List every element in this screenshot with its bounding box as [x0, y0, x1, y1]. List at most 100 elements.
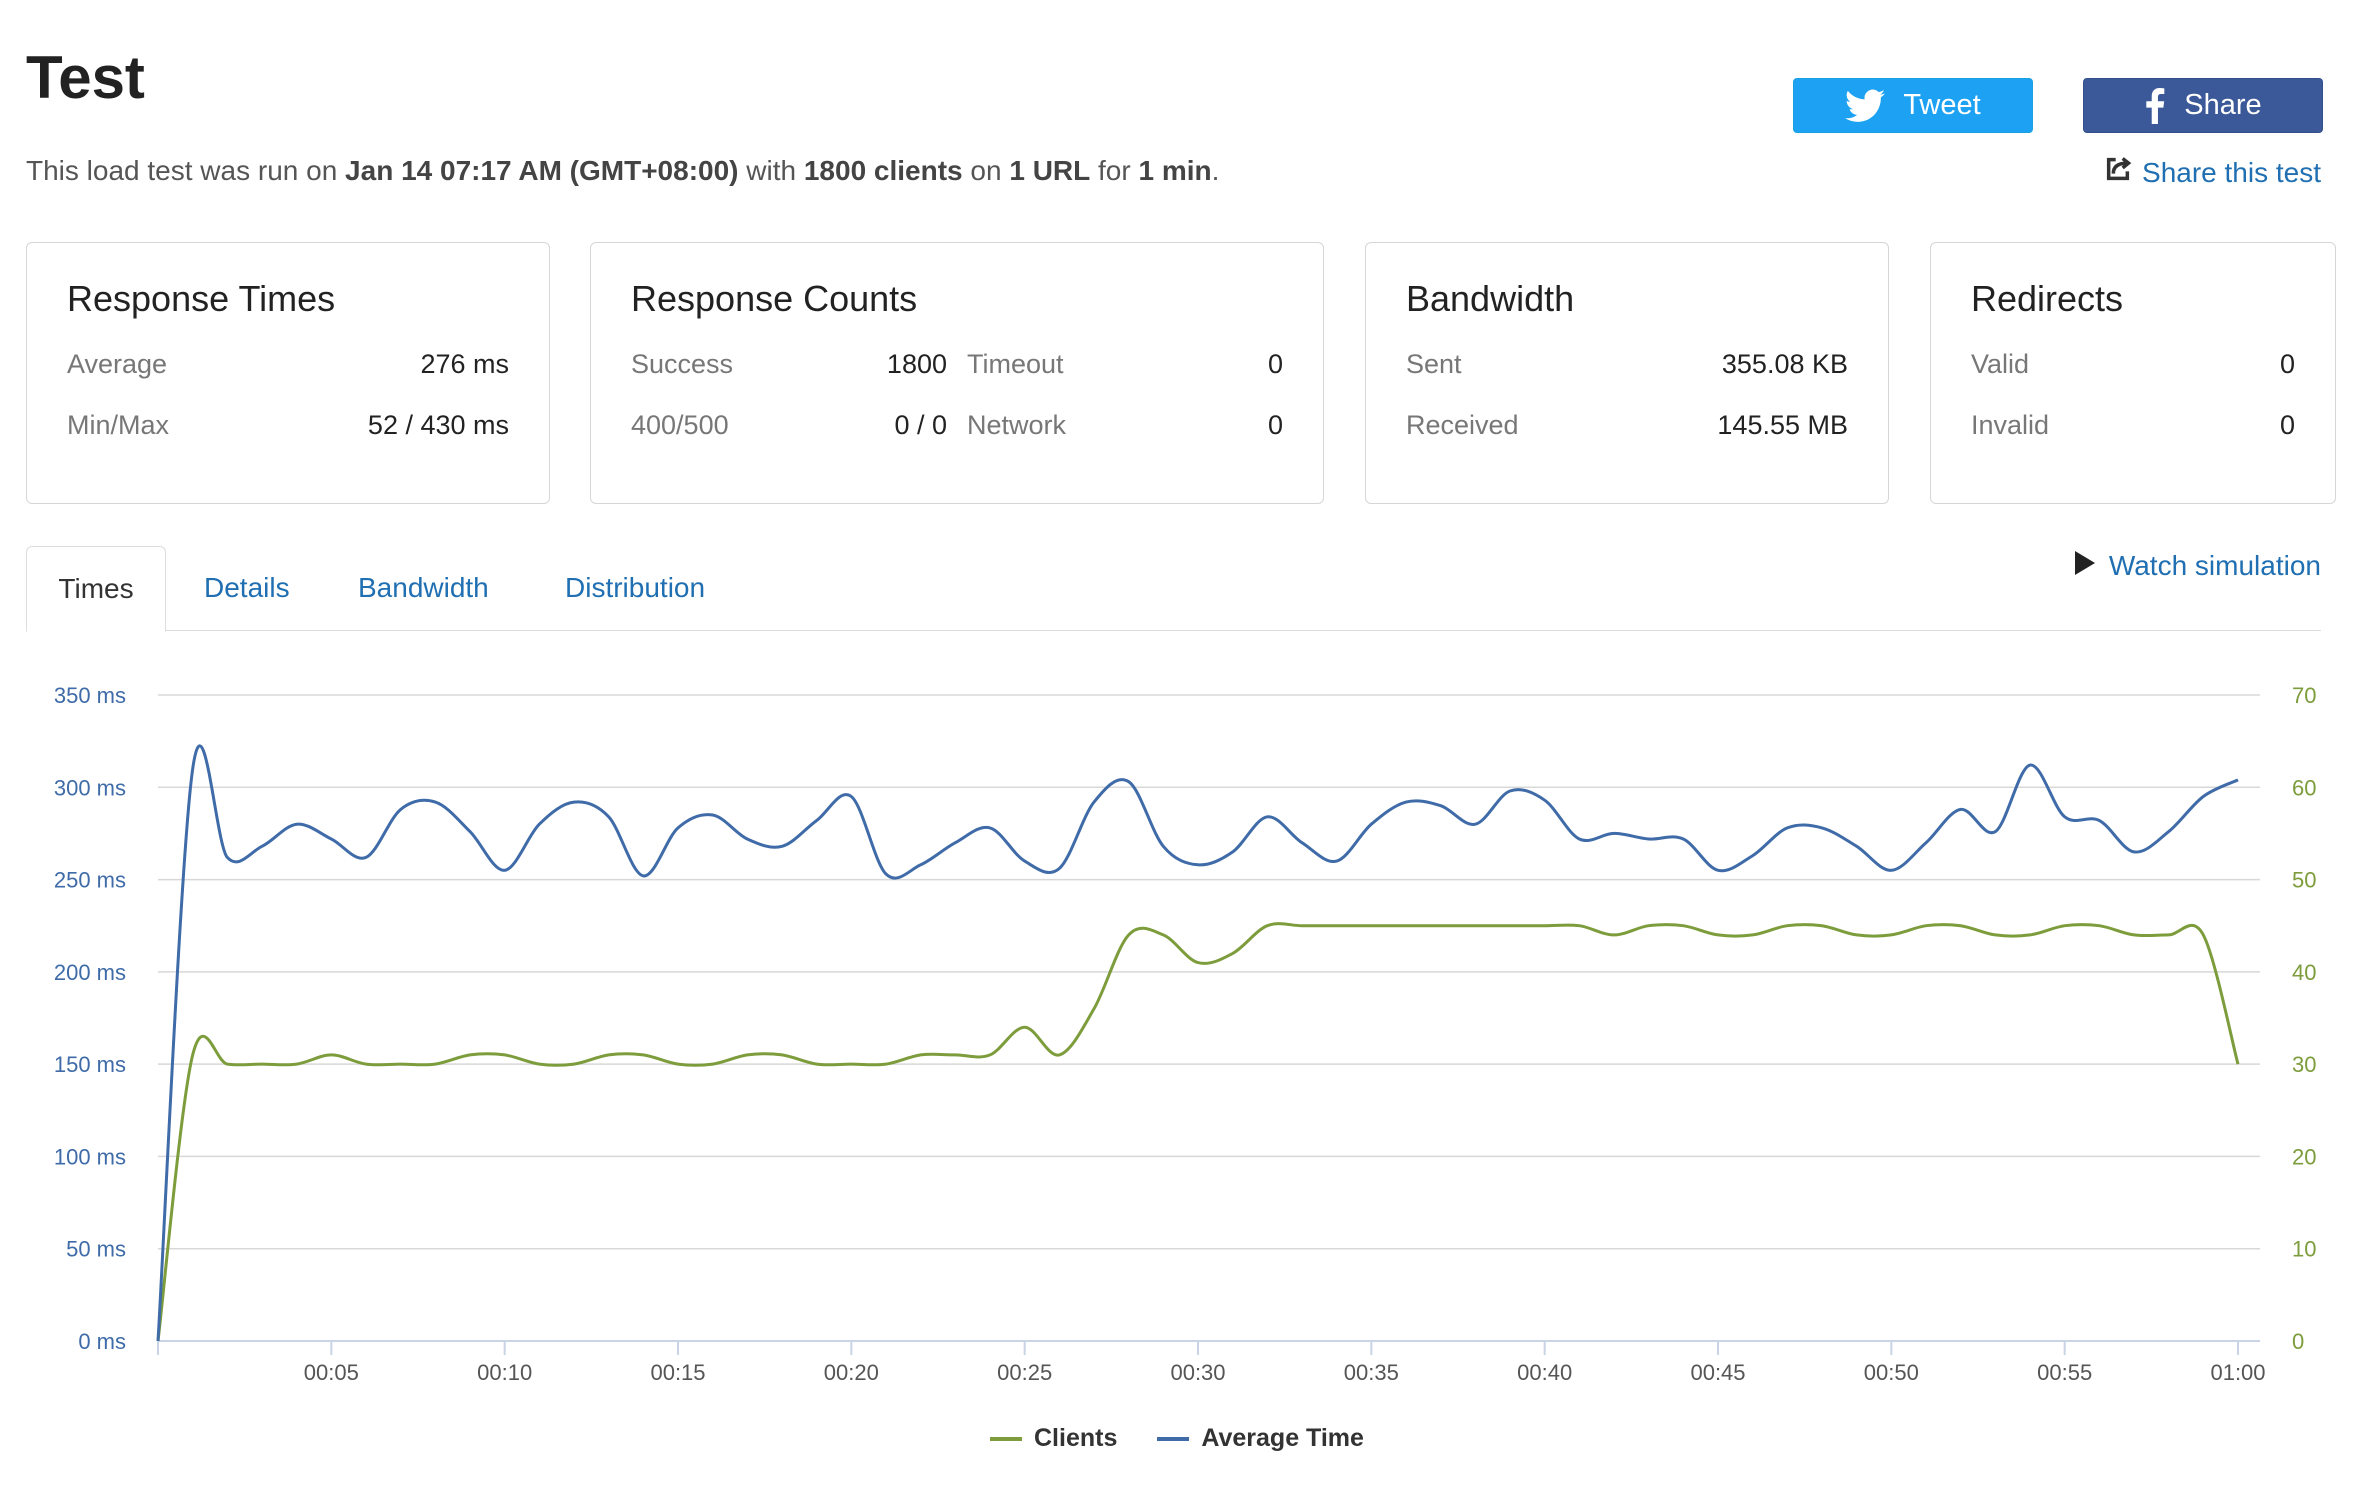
page-title: Test	[26, 44, 145, 111]
summary-clients: 1800 clients	[803, 155, 963, 186]
x-tick-label: 00:45	[1690, 1360, 1745, 1385]
summary-text: .	[1211, 155, 1220, 186]
valid-row: Valid 0	[1971, 349, 2295, 410]
share-this-test-link[interactable]: Share this test	[2104, 155, 2321, 190]
errors-label: 400/500	[631, 410, 729, 440]
response-time-chart: 0 ms 0 50 ms 10 100 ms 20 150 ms 30 200 ms 40 250 …	[54, 683, 2317, 1385]
received-label: Received	[1406, 410, 1519, 440]
x-tick-label: 00:15	[650, 1360, 705, 1385]
average-value: 276 ms	[420, 349, 509, 379]
twitter-icon	[1845, 89, 1886, 123]
errors-row: 400/500 0 / 0	[631, 410, 947, 471]
received-value: 145.55 MB	[1717, 410, 1848, 440]
summary-text: for	[1090, 155, 1139, 186]
timeout-label: Timeout	[967, 349, 1064, 379]
x-tick-label: 00:40	[1517, 1360, 1572, 1385]
y-left-tick-label: 250 ms	[54, 868, 126, 893]
legend-label: Average Time	[1201, 1424, 1364, 1452]
summary-urls: 1 URL	[1009, 155, 1091, 186]
received-row: Received 145.55 MB	[1406, 410, 1848, 471]
y-right-tick-label: 60	[2292, 775, 2316, 800]
legend-swatch	[990, 1436, 1022, 1441]
y-left-tick-label: 200 ms	[54, 960, 126, 985]
network-row: Network 0	[967, 410, 1283, 471]
y-right-tick-label: 70	[2292, 683, 2316, 708]
share-external-icon	[2104, 155, 2132, 190]
summary-date: Jan 14 07:17 AM (GMT+08:00)	[345, 155, 739, 186]
average-row: Average 276 ms	[67, 349, 509, 410]
minmax-label: Min/Max	[67, 410, 170, 440]
timeout-value: 0	[1267, 349, 1283, 379]
summary-duration: 1 min	[1138, 155, 1212, 186]
invalid-label: Invalid	[1971, 410, 2050, 440]
series-line-clients	[156, 922, 2240, 1342]
test-summary: This load test was run on Jan 14 07:17 A…	[26, 155, 1219, 187]
valid-value: 0	[2279, 349, 2295, 379]
y-right-tick-label: 50	[2292, 868, 2316, 893]
y-left-tick-label: 350 ms	[54, 683, 126, 708]
success-value: 1800	[886, 349, 947, 379]
summary-text: with	[738, 155, 804, 186]
y-right-tick-label: 30	[2292, 1052, 2316, 1077]
card-title: Bandwidth	[1406, 278, 1575, 319]
watch-simulation-label: Watch simulation	[2108, 550, 2321, 581]
x-tick-label: 00:50	[1864, 1360, 1919, 1385]
sent-label: Sent	[1406, 349, 1462, 379]
x-tick-label: 00:10	[477, 1360, 532, 1385]
minmax-value: 52 / 430 ms	[367, 410, 509, 440]
redirects-card: Redirects Valid 0 Invalid 0	[1930, 242, 2336, 504]
success-label: Success	[631, 349, 734, 379]
share-this-test-label: Share this test	[2142, 156, 2321, 188]
timeout-row: Timeout 0	[967, 349, 1283, 410]
y-right-tick-label: 0	[2292, 1329, 2304, 1354]
x-tick-label: 00:55	[2037, 1360, 2092, 1385]
bandwidth-card: Bandwidth Sent 355.08 KB Received 145.55…	[1365, 242, 1889, 504]
x-tick-label: 00:35	[1344, 1360, 1399, 1385]
tab-distribution[interactable]: Distribution	[565, 572, 706, 603]
legend-item-average-time[interactable]: Average Time	[1157, 1424, 1364, 1453]
card-title: Redirects	[1971, 278, 2124, 319]
tweet-button[interactable]: Tweet	[1793, 78, 2033, 133]
y-left-tick-label: 150 ms	[54, 1052, 126, 1077]
legend-label: Clients	[1034, 1424, 1118, 1452]
errors-value: 0 / 0	[894, 410, 947, 440]
response-counts-card: Response Counts Success 1800 400/500 0 /…	[590, 242, 1324, 504]
minmax-row: Min/Max 52 / 430 ms	[67, 410, 509, 471]
facebook-icon	[2144, 87, 2166, 124]
network-value: 0	[1267, 410, 1283, 440]
x-tick-label: 00:05	[304, 1360, 359, 1385]
sent-value: 355.08 KB	[1721, 349, 1848, 379]
y-right-tick-label: 20	[2292, 1144, 2316, 1169]
facebook-share-button[interactable]: Share	[2083, 78, 2323, 133]
card-title: Response Counts	[631, 278, 918, 319]
tab-times[interactable]: Times	[26, 546, 166, 632]
x-tick-label: 01:00	[2210, 1360, 2265, 1385]
share-label: Share	[2184, 89, 2262, 121]
legend-item-clients[interactable]: Clients	[990, 1424, 1117, 1453]
play-icon	[2074, 550, 2095, 582]
chart-legend: Clients Average Time	[990, 1424, 1364, 1453]
watch-simulation-link[interactable]: Watch simulation	[2074, 550, 2321, 582]
legend-swatch	[1157, 1436, 1190, 1441]
sent-row: Sent 355.08 KB	[1406, 349, 1848, 410]
valid-label: Valid	[1971, 349, 2030, 379]
response-times-card: Response Times Average 276 ms Min/Max 52…	[26, 242, 550, 504]
summary-text: This load test was run on	[26, 155, 346, 186]
invalid-row: Invalid 0	[1971, 410, 2295, 471]
chart-tabs: Times Details Bandwidth Distribution	[26, 546, 2321, 632]
y-left-tick-label: 50 ms	[66, 1237, 126, 1262]
y-right-tick-label: 10	[2292, 1237, 2316, 1262]
tweet-label: Tweet	[1903, 89, 1981, 121]
card-title: Response Times	[67, 278, 336, 319]
y-left-tick-label: 0 ms	[78, 1329, 126, 1354]
x-tick-label: 00:25	[997, 1360, 1052, 1385]
series-line-average-time	[156, 744, 2239, 1342]
x-tick-label: 00:30	[1170, 1360, 1225, 1385]
summary-text: on	[962, 155, 1010, 186]
x-tick-label: 00:20	[824, 1360, 879, 1385]
y-left-tick-label: 300 ms	[54, 775, 126, 800]
success-row: Success 1800	[631, 349, 947, 410]
tab-details[interactable]: Details	[204, 572, 290, 603]
average-label: Average	[67, 349, 168, 379]
tab-bandwidth[interactable]: Bandwidth	[358, 572, 489, 603]
